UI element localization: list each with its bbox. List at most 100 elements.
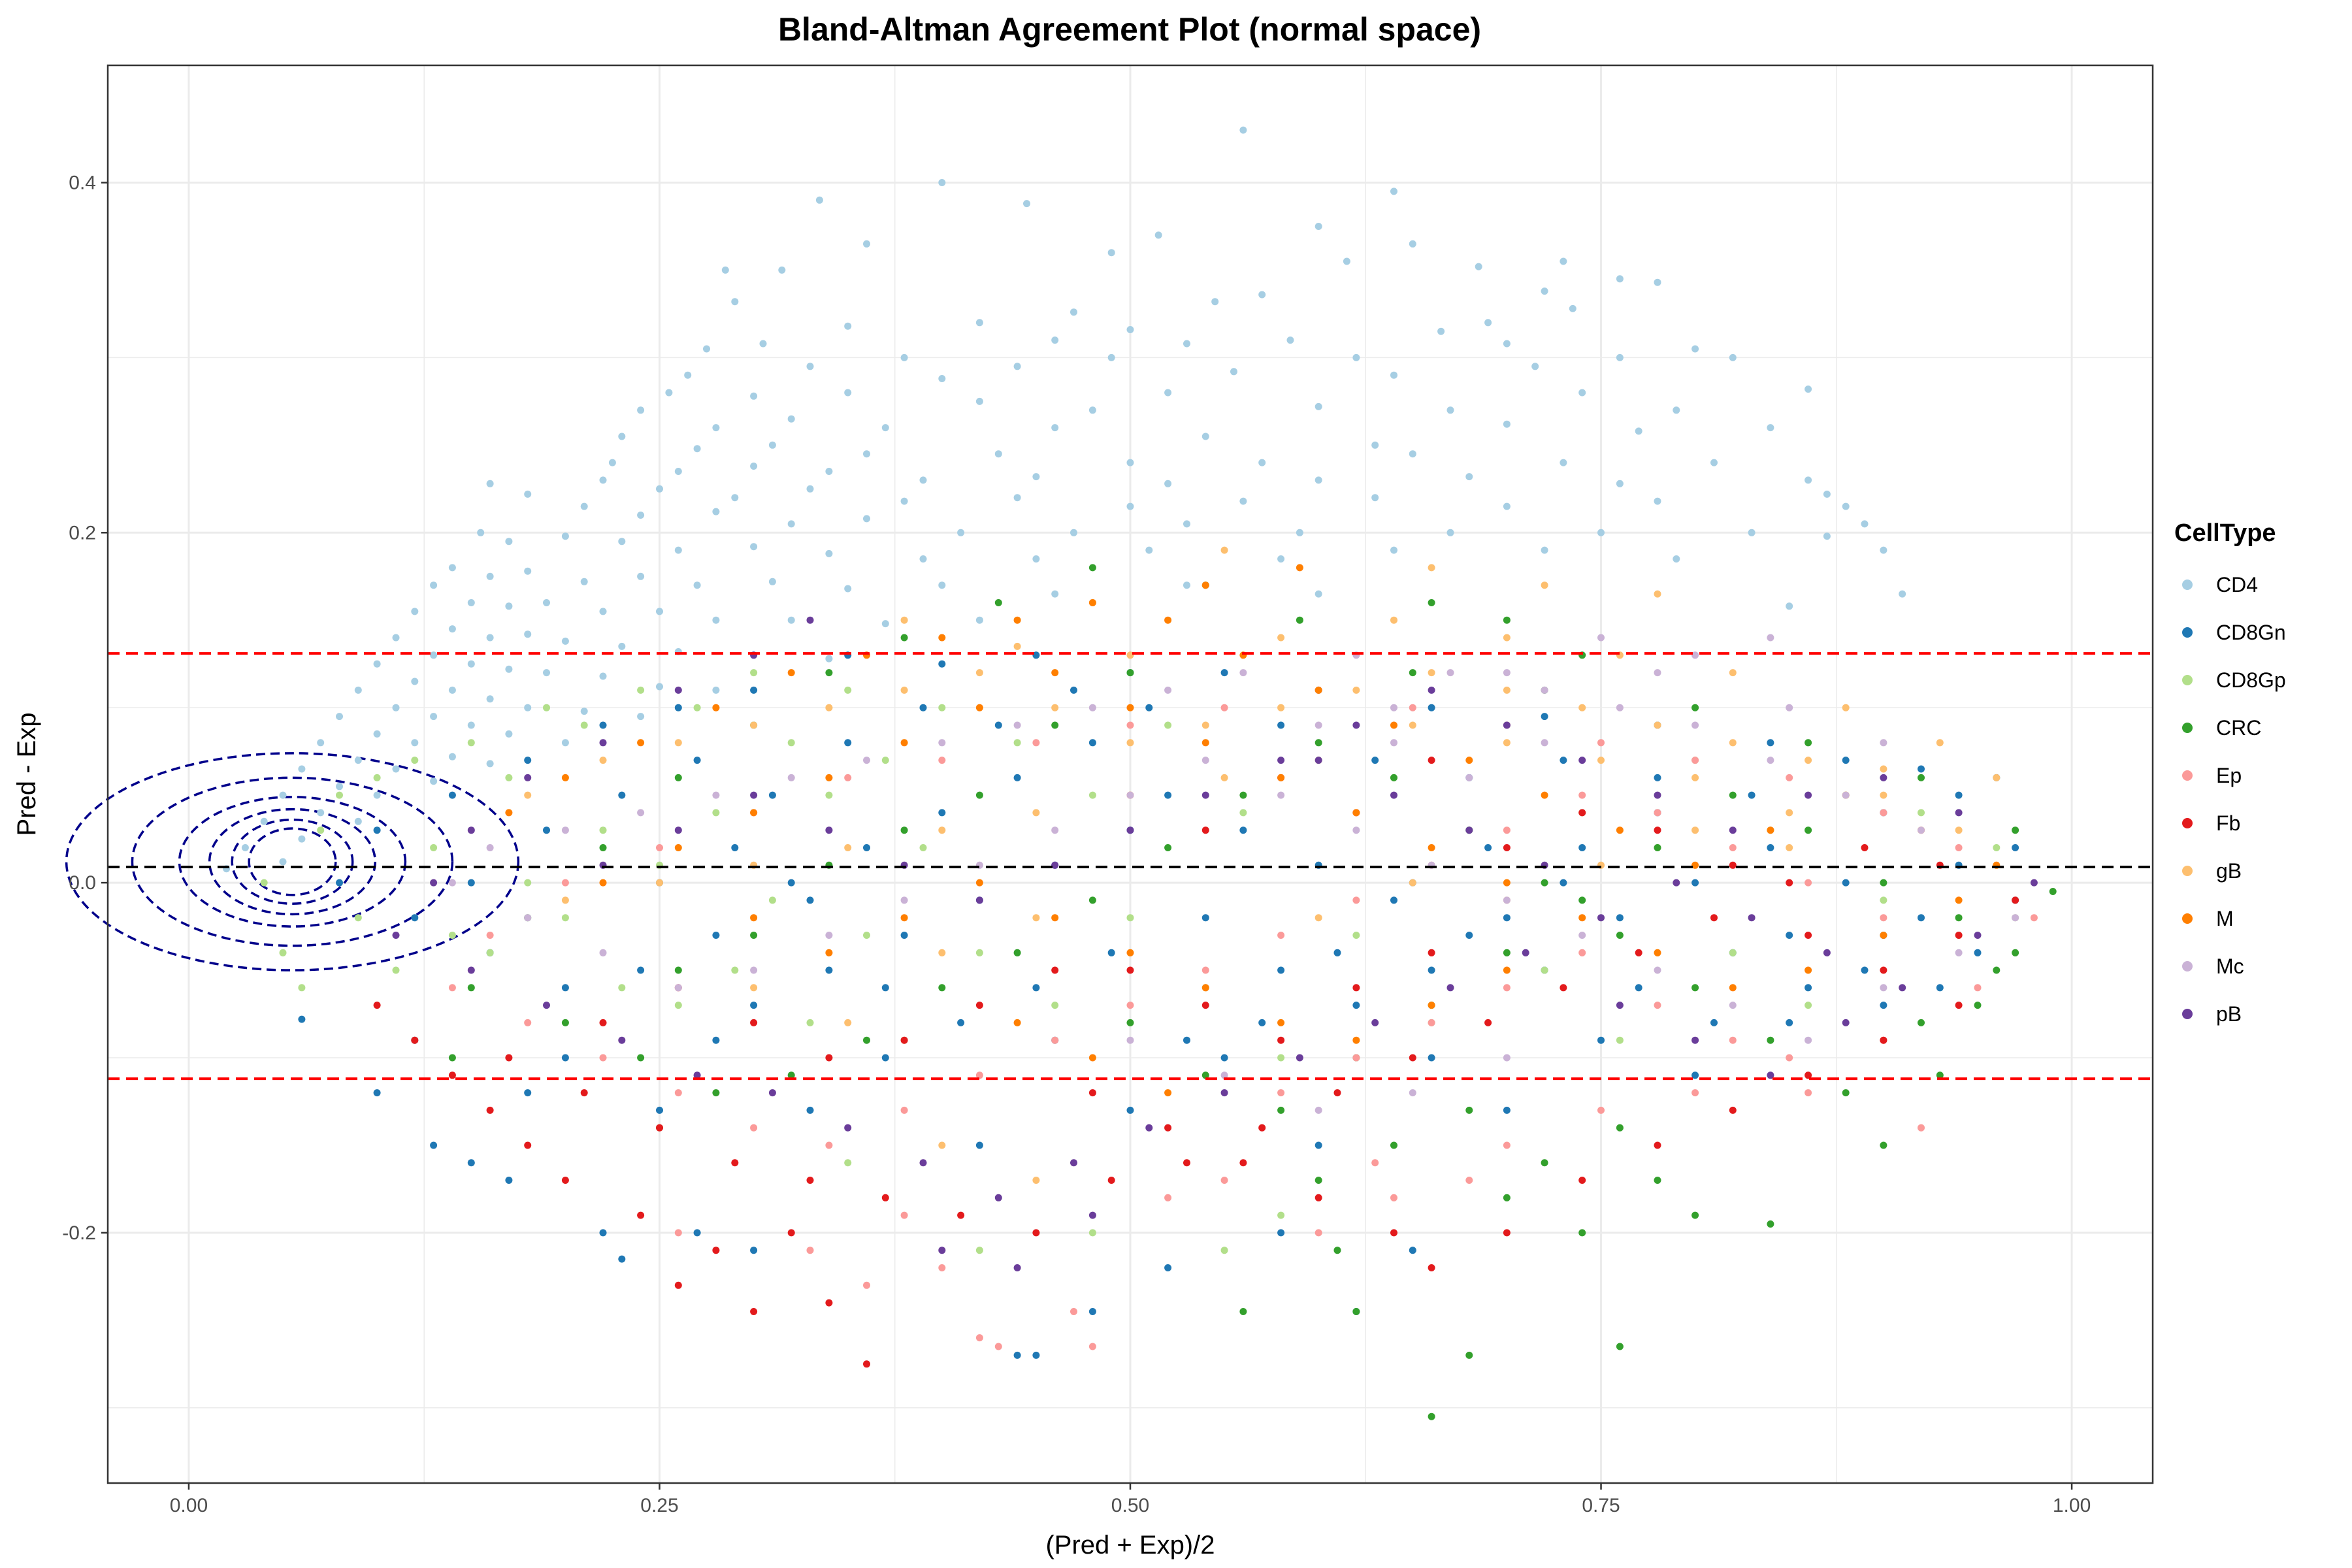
data-point — [411, 678, 419, 685]
data-point — [1428, 757, 1435, 764]
data-point — [1880, 879, 1887, 887]
data-point — [721, 266, 729, 274]
data-point — [1541, 686, 1548, 694]
data-point — [1258, 1124, 1266, 1132]
data-point — [1390, 1229, 1397, 1237]
data-point — [1578, 791, 1586, 799]
data-point — [1277, 757, 1285, 764]
data-point — [1239, 1308, 1247, 1315]
data-point — [561, 637, 569, 645]
data-point — [2012, 949, 2019, 956]
data-point — [1220, 1177, 1228, 1184]
data-point — [975, 704, 983, 711]
data-point — [279, 949, 287, 956]
data-point — [1616, 1002, 1624, 1009]
data-point — [1842, 704, 1850, 711]
data-point — [411, 1036, 419, 1044]
data-point — [1805, 1089, 1812, 1097]
data-point — [844, 686, 852, 694]
data-point — [1578, 844, 1586, 851]
data-point — [900, 1106, 908, 1114]
data-point — [665, 389, 673, 397]
data-point — [1390, 721, 1397, 729]
data-point — [599, 844, 607, 851]
data-point — [1503, 966, 1511, 974]
data-point — [975, 879, 983, 887]
data-point — [1541, 581, 1548, 589]
data-point — [938, 179, 946, 186]
data-point — [1691, 345, 1699, 353]
data-point — [1729, 1002, 1737, 1009]
data-point — [1560, 757, 1567, 764]
data-point — [712, 616, 720, 624]
data-point — [1503, 879, 1511, 887]
data-point — [467, 599, 475, 606]
data-point — [750, 1002, 758, 1009]
data-points — [223, 126, 2057, 1420]
data-point — [1183, 520, 1190, 528]
data-point — [1729, 949, 1737, 956]
data-point — [561, 914, 569, 922]
data-point — [336, 879, 343, 887]
data-point — [1597, 739, 1605, 747]
data-point — [656, 485, 663, 493]
data-point — [1088, 1308, 1096, 1315]
data-point — [1352, 896, 1360, 904]
data-point — [1993, 774, 2001, 781]
data-point — [806, 363, 814, 370]
data-point — [505, 809, 513, 817]
data-point — [637, 739, 645, 747]
data-point — [1691, 704, 1699, 711]
data-point — [1145, 704, 1153, 711]
data-point — [844, 322, 852, 330]
data-point — [1861, 844, 1869, 851]
legend-item-cd8gp: CD8Gp — [2182, 668, 2286, 692]
data-point — [1051, 590, 1059, 598]
data-point — [599, 1229, 607, 1237]
data-point — [975, 319, 983, 327]
data-point — [731, 298, 739, 306]
data-point — [1315, 721, 1322, 729]
y-axis-title: Pred - Exp — [12, 713, 41, 836]
data-point — [1729, 669, 1737, 677]
data-point — [1088, 599, 1096, 606]
data-point — [430, 777, 438, 785]
data-point — [806, 1247, 814, 1254]
data-point — [863, 1281, 870, 1289]
data-point — [1899, 984, 1906, 992]
data-point — [1805, 757, 1812, 764]
data-point — [1126, 914, 1134, 922]
data-point — [825, 1141, 833, 1149]
data-point — [1578, 932, 1586, 939]
data-point — [750, 791, 758, 799]
data-point — [844, 844, 852, 851]
data-point — [1409, 704, 1416, 711]
data-point — [1088, 1343, 1096, 1350]
data-point — [1955, 896, 1963, 904]
data-point — [618, 1036, 626, 1044]
data-point — [1729, 1106, 1737, 1114]
data-point — [684, 371, 692, 379]
data-point — [1654, 949, 1661, 956]
data-point — [524, 774, 532, 781]
data-point — [1541, 879, 1548, 887]
data-point — [467, 1159, 475, 1167]
data-point — [1503, 844, 1511, 851]
data-point — [524, 630, 532, 638]
data-point — [1578, 1229, 1586, 1237]
data-point — [674, 704, 682, 711]
data-point — [1616, 914, 1624, 922]
data-point — [750, 669, 758, 677]
data-point — [1560, 257, 1567, 265]
data-point — [1805, 932, 1812, 939]
data-point — [1390, 896, 1397, 904]
data-point — [750, 932, 758, 939]
data-point — [768, 1089, 776, 1097]
data-point — [2012, 844, 2019, 851]
data-point — [336, 713, 343, 721]
data-point — [1578, 914, 1586, 922]
data-point — [430, 1141, 438, 1149]
data-point — [298, 984, 306, 992]
data-point — [900, 353, 908, 361]
data-point — [1352, 809, 1360, 817]
